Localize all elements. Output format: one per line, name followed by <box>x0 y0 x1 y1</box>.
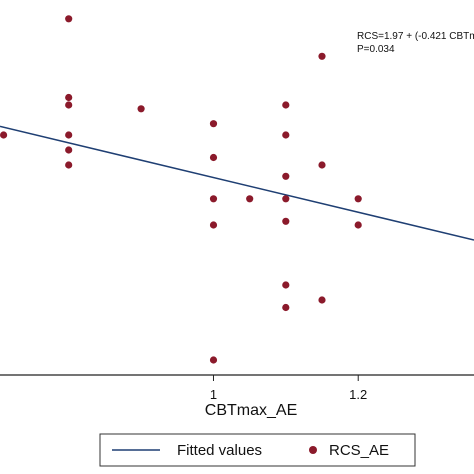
rcs-ae-point-12 <box>209 221 218 229</box>
legend-label-fitted: Fitted values <box>177 442 262 459</box>
rcs-ae-point-16 <box>282 131 290 139</box>
rcs-ae-point-15 <box>282 101 290 109</box>
rcs-ae-point-10 <box>209 153 218 162</box>
fitted-values-line <box>0 125 474 241</box>
rcs-ae-point-26 <box>354 221 362 229</box>
rcs-ae-point-6 <box>65 146 73 154</box>
rcs-ae-point-18 <box>282 195 290 203</box>
rcs-ae-point-19 <box>282 217 290 225</box>
rcs-ae-point-20 <box>282 281 290 289</box>
rcs-ae-point-2 <box>65 15 73 23</box>
x-tick-label-1.2: 1.2 <box>349 387 367 402</box>
rcs-ae-point-11 <box>209 195 218 203</box>
rcs-ae-point-7 <box>65 161 73 169</box>
rcs-ae-point-1 <box>0 131 8 139</box>
x-ticks: 1 1.2 <box>210 375 367 402</box>
fitted-values-layer <box>0 125 474 241</box>
legend-dot-swatch <box>309 446 317 454</box>
legend-label-rcs: RCS_AE <box>329 442 389 459</box>
plot-area <box>0 15 474 376</box>
regression-annotation: RCS=1.97 + (-0.421 CBTm P=0.034 <box>357 31 474 55</box>
rcs-ae-point-13 <box>209 356 218 364</box>
x-tick-label-1: 1 <box>210 387 217 402</box>
rcs-ae-point-17 <box>282 172 290 180</box>
rcs-ae-point-25 <box>354 195 362 203</box>
rcs-ae-point-14 <box>246 195 254 203</box>
rcs-ae-point-5 <box>65 131 73 139</box>
rcs-ae-point-22 <box>318 52 326 60</box>
rcs-ae-point-24 <box>318 296 326 304</box>
rcs-ae-point-4 <box>65 101 73 109</box>
annotation-line-pvalue: P=0.034 <box>357 44 395 55</box>
rcs-ae-point-23 <box>318 161 326 169</box>
rcs-ae-point-9 <box>209 120 218 128</box>
annotation-line-equation: RCS=1.97 + (-0.421 CBTm <box>357 31 474 42</box>
legend: Fitted values RCS_AE <box>99 433 416 467</box>
rcs-ae-point-21 <box>282 303 290 312</box>
rcs-ae-point-8 <box>137 105 145 113</box>
rcs-ae-points-layer <box>0 15 362 364</box>
rcs-ae-point-3 <box>65 93 73 102</box>
x-axis-label: CBTmax_AE <box>205 402 297 419</box>
